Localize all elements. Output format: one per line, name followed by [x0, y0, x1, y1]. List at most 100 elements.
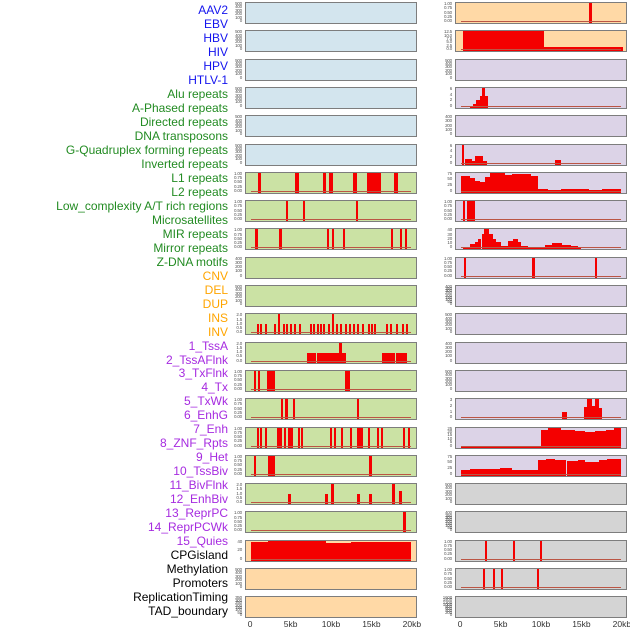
track-label-HTLV-1: HTLV-1: [188, 72, 228, 87]
track-baseline: [251, 190, 411, 192]
data-bar: [404, 229, 408, 250]
y-tick-label: 50: [447, 176, 452, 182]
track-panel-CPGisland: [455, 483, 627, 506]
track-panel-4_Tx: [455, 143, 627, 166]
y-tick-label: 0.50: [234, 377, 242, 383]
y-tick-label: 1.00: [234, 170, 242, 176]
y-tick-label: 15: [447, 432, 452, 438]
y-tick-label: 400: [235, 570, 242, 576]
track-panel-MIR repeats: [245, 454, 417, 477]
data-bar: [489, 234, 493, 250]
y-tick-label: 20: [237, 547, 242, 553]
y-tick-label: 1.00: [234, 397, 242, 403]
y-axis-ticks-3_TxFlnk: 400 300 200 100 0: [438, 115, 454, 137]
y-axis-ticks-EBV: 500 400 300 200 100 0: [228, 30, 244, 52]
y-axis-ticks-12_EnhBiv: 500 400 300 200 100 0: [438, 369, 454, 392]
y-tick-label: 0: [449, 385, 453, 391]
data-bar: [522, 174, 531, 193]
data-bar: [461, 175, 470, 193]
data-bar: [369, 494, 372, 505]
y-tick-label: 250: [235, 600, 242, 606]
track-baseline: [251, 247, 411, 249]
data-bar: [598, 460, 608, 476]
y-tick-label: 400: [235, 89, 242, 95]
y-tick-label: 0.75: [444, 571, 452, 577]
data-bar: [528, 248, 546, 250]
data-bar: [260, 427, 263, 448]
y-tick-label: 0.00: [444, 272, 452, 278]
data-bar: [546, 459, 555, 476]
data-bar: [461, 469, 470, 476]
track-label-A-Phased repeats: A-Phased repeats: [131, 100, 228, 115]
track-label-HIV: HIV: [207, 44, 228, 59]
y-tick-label: 100: [445, 325, 452, 331]
track-baseline: [251, 388, 411, 390]
data-bar: [357, 324, 360, 335]
y-tick-label: 1.5: [236, 316, 242, 322]
y-tick-label: 150: [445, 521, 452, 527]
data-bar: [469, 177, 475, 193]
y-tick-label: 100: [235, 127, 242, 133]
y-tick-label: 0.5: [236, 494, 242, 500]
y-tick-label: 1.0: [236, 349, 242, 355]
data-bar: [562, 412, 567, 420]
y-tick-label: 0.75: [234, 231, 242, 237]
y-tick-label: 1200: [442, 599, 452, 605]
data-bar: [255, 229, 258, 250]
y-tick-label: 200: [235, 96, 242, 102]
track-panel-L1 repeats: [245, 341, 417, 364]
y-tick-label: 12.5: [444, 29, 452, 35]
data-bar: [484, 176, 490, 193]
data-bar: [369, 455, 372, 476]
y-tick-label: 0.5: [236, 325, 242, 331]
y-axis-ticks-HPV: 500 400 300 200 100 0: [228, 115, 244, 137]
y-tick-label: 400: [445, 485, 452, 491]
track-panel-Microsatellites: [245, 426, 417, 449]
data-bar: [469, 244, 475, 250]
data-bar: [294, 324, 297, 335]
y-tick-label: 0.50: [234, 434, 242, 439]
data-bar: [512, 239, 519, 250]
y-tick-label: 0.00: [234, 385, 242, 391]
track-label-Microsatellites: Microsatellites: [151, 212, 228, 227]
track-panel-Alu repeats: [245, 171, 417, 194]
track-label-AAV2: AAV2: [198, 3, 228, 17]
x-tick-label: 20kb: [612, 619, 630, 629]
y-tick-label: 300: [445, 488, 452, 494]
y-tick-label: 300: [445, 64, 452, 70]
y-tick-label: 0.0: [236, 357, 242, 363]
data-bar: [566, 461, 579, 476]
data-bar: [469, 469, 490, 476]
y-axis-ticks-HTLV-1: 500 400 300 200 100 0: [228, 143, 244, 166]
y-tick-label: 300: [235, 64, 242, 70]
track-label-G-Quadruplex forming repeats: G-Quadruplex forming repeats: [65, 142, 228, 157]
track-panel-10_TssBiv: [455, 313, 627, 336]
data-bar: [403, 512, 406, 533]
track-label-TAD_boundary: TAD_boundary: [148, 604, 228, 619]
x-axis-right-column: 0 5kb 10kb 15kb 20kb: [455, 619, 630, 630]
data-bar: [274, 324, 277, 335]
track-panel-A-Phased repeats: [245, 200, 417, 223]
y-tick-label: 300: [235, 597, 242, 603]
data-bar: [340, 324, 343, 335]
y-tick-label: 20: [447, 235, 452, 241]
data-bar: [530, 175, 538, 193]
y-tick-label: 500: [235, 284, 242, 289]
data-bar: [462, 31, 545, 52]
data-bar: [393, 172, 399, 193]
y-axis-ticks-INS: 1.00 0.75 0.50 0.25 0.00: [438, 1, 454, 24]
data-bar: [403, 427, 406, 448]
data-bar: [351, 541, 399, 561]
track-panel-INV: [455, 30, 627, 53]
data-bar: [537, 460, 547, 476]
data-bar: [484, 229, 490, 250]
data-bar: [512, 469, 528, 476]
y-tick-label: 1.5: [236, 486, 242, 492]
data-bar: [484, 540, 487, 561]
y-axis-ticks-Z-DNA motifs: 1.00 0.75 0.50 0.25 0.00: [228, 511, 244, 533]
data-bar: [279, 229, 282, 250]
track-panel-Directed repeats: [245, 228, 417, 251]
y-tick-label: 400: [235, 117, 242, 123]
y-tick-label: 300: [235, 259, 242, 265]
